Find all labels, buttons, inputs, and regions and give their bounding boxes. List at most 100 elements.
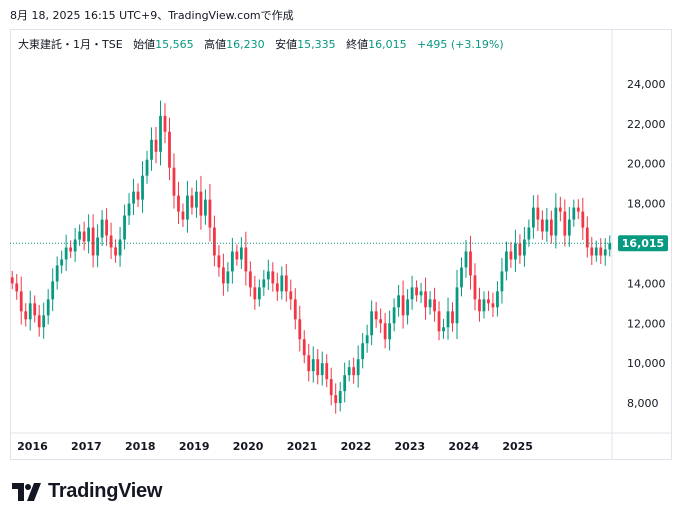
chart-frame (10, 29, 672, 460)
candle-body (388, 323, 392, 340)
candle-body (109, 235, 113, 248)
candle-body (433, 299, 436, 312)
candle-body (536, 207, 540, 220)
candle-body (329, 379, 333, 396)
candle-body (28, 303, 32, 320)
candle-body (289, 291, 293, 300)
candle-body (302, 339, 306, 356)
candle-body (545, 219, 549, 232)
candle-body (401, 295, 405, 316)
y-tick-label: 18,000 (627, 198, 666, 211)
candle-body (127, 203, 131, 216)
candle-body (307, 355, 311, 372)
candle-body (150, 139, 153, 160)
x-tick-label: 2018 (125, 440, 156, 453)
candle-body (500, 271, 504, 292)
candle-body (487, 299, 490, 304)
legend-low-label: 安値 (275, 38, 298, 51)
candle-body (177, 195, 180, 212)
candle-body (527, 227, 531, 240)
candle-body (392, 307, 396, 324)
candle-body (563, 211, 567, 236)
legend-low-value: 15,335 (297, 38, 336, 51)
candle-body (581, 211, 585, 228)
x-tick-label: 2022 (341, 440, 372, 453)
legend-high-label: 高値 (204, 38, 227, 51)
candle-body (442, 327, 445, 332)
candle-body (585, 227, 589, 248)
candle-body (217, 255, 221, 268)
candle-body (114, 247, 117, 256)
y-tick-label: 22,000 (627, 118, 666, 131)
candle-body (199, 191, 203, 216)
candle-body (82, 231, 86, 242)
candle-body (248, 271, 252, 288)
candle-body (213, 227, 216, 256)
legend-close-label: 終値 (346, 38, 369, 51)
candle-body (316, 359, 320, 376)
candle-body (118, 239, 122, 256)
candle-body (235, 251, 239, 260)
candle-body (271, 271, 275, 284)
candle-body (195, 191, 198, 208)
candle-body (284, 275, 288, 292)
candle-body (603, 249, 607, 256)
candle-body (10, 277, 14, 284)
candle-body (415, 287, 418, 296)
candle-body (154, 139, 158, 152)
candle-body (266, 271, 270, 280)
candle-body (361, 343, 365, 360)
candle-body (451, 311, 454, 324)
legend-high-value: 16,230 (226, 38, 265, 51)
candle-body (33, 303, 37, 316)
candle-body (554, 207, 558, 236)
candle-body (239, 247, 243, 260)
candle-body (163, 115, 167, 132)
tradingview-wordmark: TradingView (48, 480, 163, 502)
candle-body (478, 299, 481, 312)
legend-open-label: 始値 (133, 38, 156, 51)
candle-body (365, 335, 369, 344)
candle-body (572, 207, 576, 220)
candle-body (455, 287, 459, 324)
candle-body (379, 319, 383, 324)
candle-body (24, 311, 28, 320)
candle-body (145, 159, 149, 176)
candle-body (141, 175, 144, 200)
y-tick-label: 8,000 (627, 397, 659, 410)
candle-body (491, 303, 495, 308)
candle-body (87, 227, 91, 242)
candle-body (226, 271, 230, 284)
y-tick-label: 12,000 (627, 317, 666, 330)
x-tick-label: 2016 (17, 440, 48, 453)
x-tick-label: 2023 (395, 440, 426, 453)
candle-body (446, 311, 450, 328)
candle-body (374, 311, 378, 320)
candle-body (132, 191, 135, 204)
candle-body (460, 267, 463, 288)
candle-body (424, 291, 427, 308)
candle-body (190, 195, 194, 208)
candle-body (253, 287, 257, 300)
candle-body (509, 251, 513, 260)
x-tick-label: 2021 (287, 440, 318, 453)
candle-body (590, 247, 594, 256)
candle-body (69, 247, 73, 252)
candle-body (370, 311, 374, 336)
candle-body (482, 299, 486, 312)
candle-body (298, 319, 302, 340)
candle-body (136, 191, 140, 200)
candle-body (78, 231, 82, 240)
candle-body (64, 247, 68, 260)
candle-body (325, 363, 329, 380)
candle-body (523, 239, 526, 256)
x-tick-label: 2025 (502, 440, 533, 453)
legend-change: +495 (+3.19%) (417, 38, 504, 51)
candle-body (311, 359, 315, 372)
candle-body (549, 219, 553, 236)
candle-body (168, 131, 171, 168)
x-tick-label: 2019 (179, 440, 210, 453)
candle-body (505, 251, 508, 272)
candle-body (558, 207, 562, 212)
